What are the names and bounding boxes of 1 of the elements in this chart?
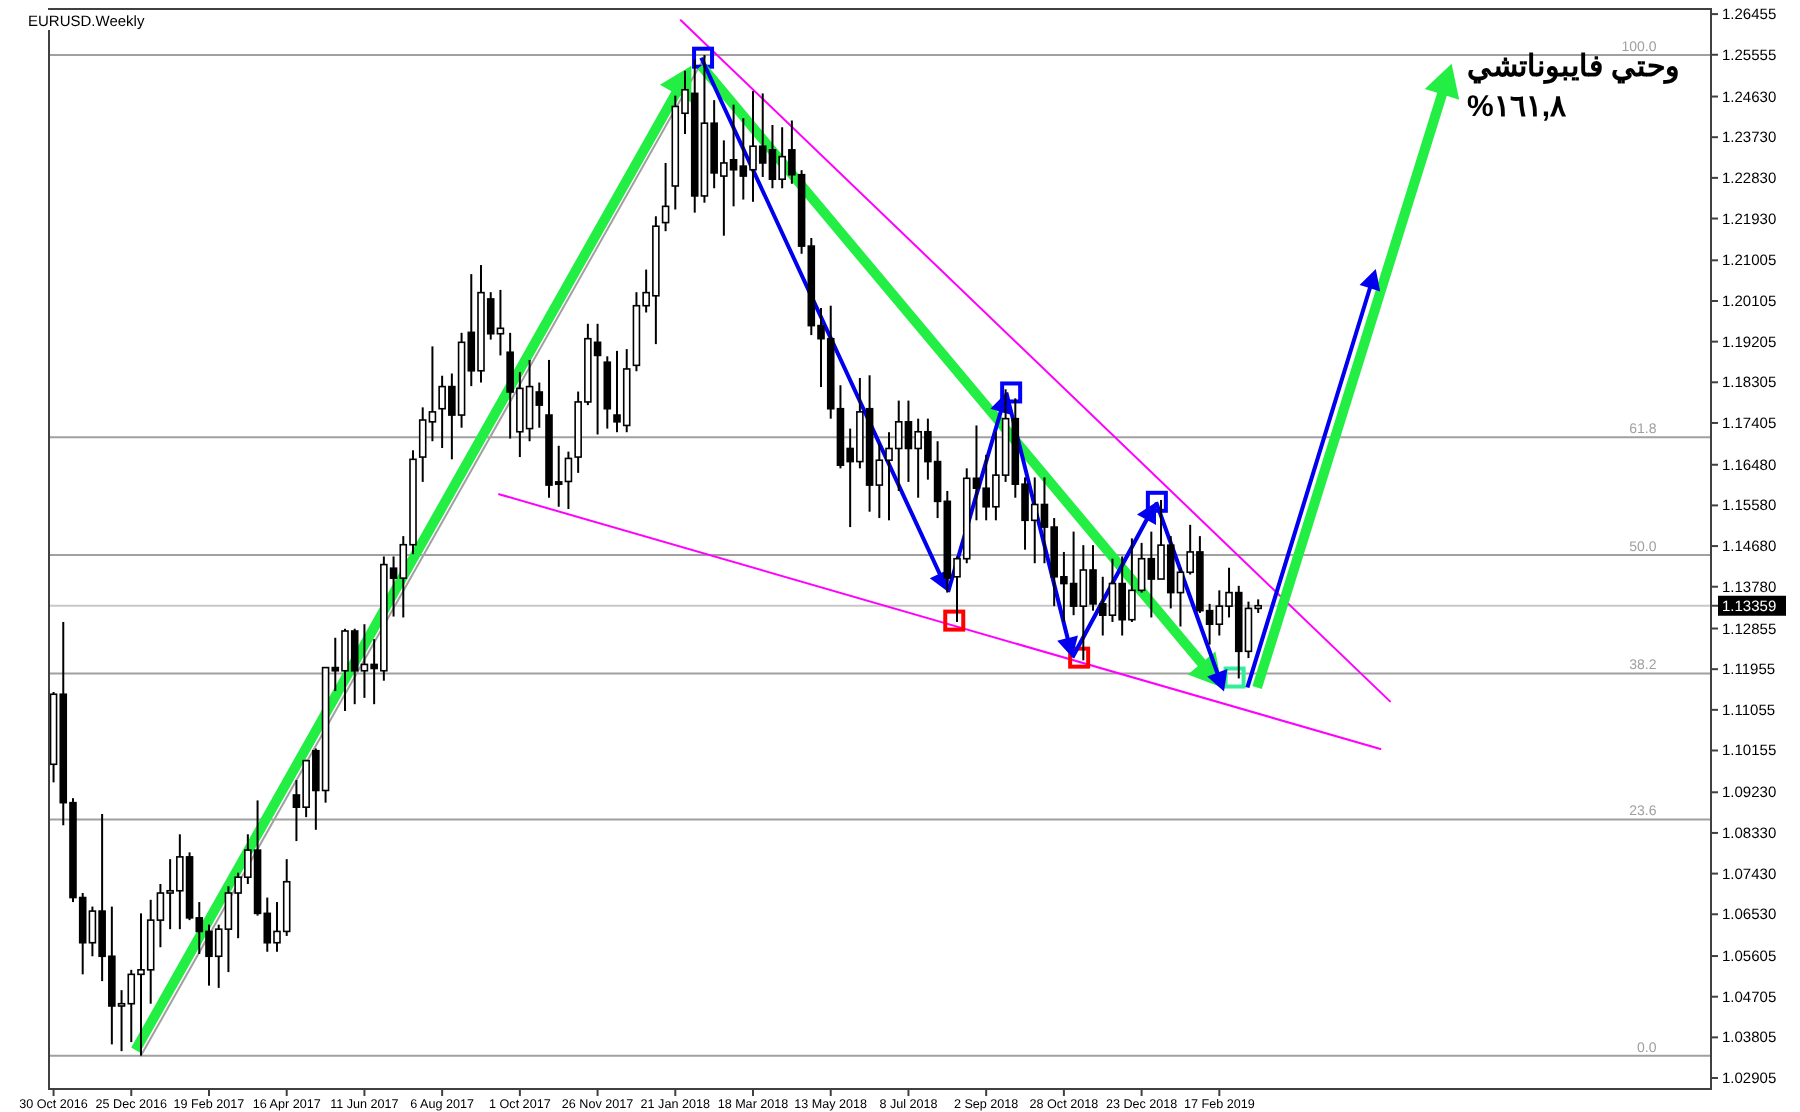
annotation: وحتي فايبوناتشي ١٦١,٨% [1467, 50, 1680, 125]
